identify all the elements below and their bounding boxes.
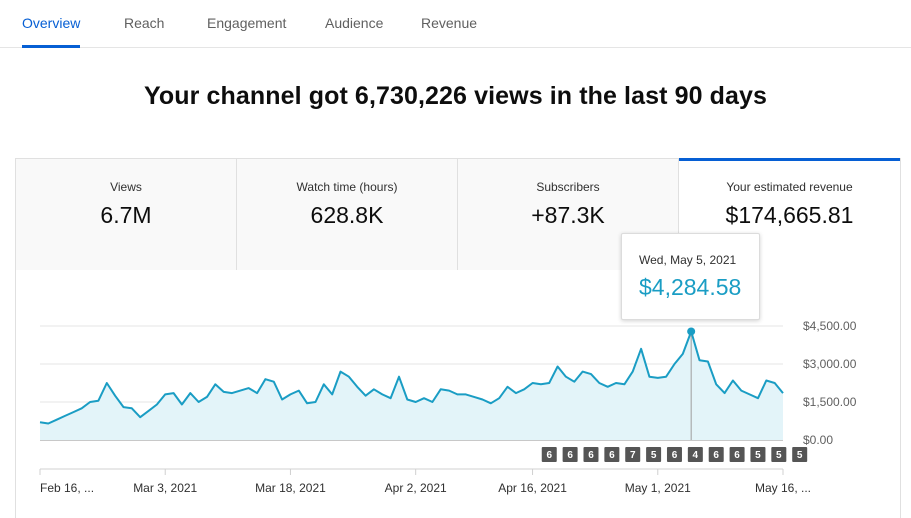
video-count-badge[interactable]: 7	[625, 447, 641, 462]
page-headline: Your channel got 6,730,226 views in the …	[143, 82, 768, 110]
badge-box	[646, 447, 662, 462]
x-tick-label: May 1, 2021	[625, 481, 691, 495]
metric-value: 628.8K	[310, 202, 384, 228]
metric-label: Views	[110, 180, 142, 194]
badge-label: 6	[734, 450, 740, 461]
video-count-badge[interactable]: 4	[687, 447, 703, 462]
x-tick-label: May 16, ...	[755, 481, 811, 495]
badge-label: 5	[651, 450, 657, 461]
tab-reach[interactable]: Reach	[124, 15, 165, 31]
metric-value: $174,665.81	[725, 202, 854, 228]
chart-area-fill	[40, 331, 783, 440]
video-count-badge[interactable]: 6	[708, 447, 724, 462]
tab-bar: Overview Reach Engagement Audience Reven…	[0, 0, 911, 48]
badge-box	[687, 447, 703, 462]
badge-box	[792, 447, 808, 462]
badge-box	[583, 447, 599, 462]
badge-label: 7	[630, 450, 636, 461]
y-tick-label: $0.00	[803, 433, 833, 447]
badge-box	[771, 447, 787, 462]
video-count-badge[interactable]: 6	[541, 447, 557, 462]
x-tick-label: Feb 16, ...	[40, 481, 94, 495]
y-tick-label: $4,500.00	[803, 319, 857, 333]
metric-subscribers[interactable]: Subscribers +87.3K	[458, 159, 679, 270]
video-count-badge[interactable]: 5	[646, 447, 662, 462]
badge-box	[729, 447, 745, 462]
video-count-badge[interactable]: 5	[750, 447, 766, 462]
tooltip-value: $4,284.58	[639, 274, 742, 300]
badge-box	[625, 447, 641, 462]
badge-label: 6	[588, 450, 594, 461]
x-tick-label: Apr 16, 2021	[498, 481, 567, 495]
badge-box	[666, 447, 682, 462]
badge-box	[604, 447, 620, 462]
video-count-badge[interactable]: 6	[729, 447, 745, 462]
metric-label: Subscribers	[536, 180, 600, 194]
tab-audience[interactable]: Audience	[325, 15, 384, 31]
video-count-badge[interactable]: 6	[604, 447, 620, 462]
badge-label: 6	[567, 450, 573, 461]
x-tick-label: Apr 2, 2021	[385, 481, 447, 495]
badge-box	[562, 447, 578, 462]
badge-box	[541, 447, 557, 462]
badge-label: 6	[609, 450, 615, 461]
badge-label: 6	[672, 450, 678, 461]
badge-label: 4	[693, 450, 699, 461]
badge-label: 6	[546, 450, 552, 461]
y-tick-label: $3,000.00	[803, 357, 857, 371]
video-count-badge[interactable]: 6	[666, 447, 682, 462]
tab-overview[interactable]: Overview	[22, 0, 81, 48]
badge-label: 6	[713, 450, 719, 461]
metric-label: Your estimated revenue	[726, 180, 853, 194]
badge-label: 5	[776, 450, 782, 461]
chart-tooltip: Wed, May 5, 2021 $4,284.58	[621, 233, 760, 320]
x-tick-label: Mar 3, 2021	[133, 481, 197, 495]
chart-series-line	[39, 330, 784, 425]
badge-box	[750, 447, 766, 462]
metric-value: 6.7M	[100, 202, 152, 228]
tooltip-date: Wed, May 5, 2021	[639, 253, 737, 267]
video-count-badge[interactable]: 5	[771, 447, 787, 462]
badge-label: 5	[755, 450, 761, 461]
tab-engagement[interactable]: Engagement	[207, 15, 287, 31]
highlight-point[interactable]	[687, 327, 696, 336]
metric-value: +87.3K	[531, 202, 605, 228]
video-count-badge[interactable]: 5	[792, 447, 808, 462]
y-tick-label: $1,500.00	[803, 395, 857, 409]
metric-label: Watch time (hours)	[296, 180, 398, 194]
metric-views[interactable]: Views 6.7M	[16, 159, 237, 270]
tab-revenue[interactable]: Revenue	[421, 15, 478, 31]
metric-watch-time[interactable]: Watch time (hours) 628.8K	[237, 159, 458, 270]
video-count-badge[interactable]: 6	[583, 447, 599, 462]
badge-label: 5	[797, 450, 803, 461]
video-count-badge[interactable]: 6	[562, 447, 578, 462]
x-tick-label: Mar 18, 2021	[255, 481, 326, 495]
badge-box	[708, 447, 724, 462]
